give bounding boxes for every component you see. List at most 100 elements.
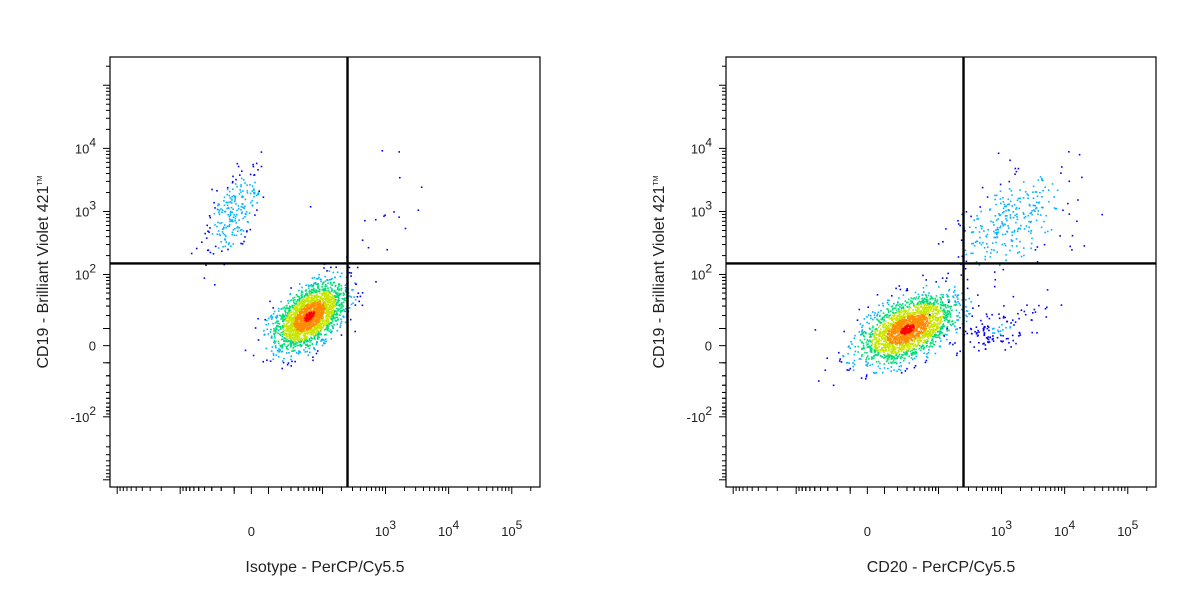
y-tick-label: 0 [89, 339, 96, 354]
event-dot [862, 325, 864, 327]
event-dot [885, 326, 887, 328]
event-dot [330, 316, 332, 318]
event-dot [935, 298, 937, 300]
event-dot [335, 293, 337, 295]
event-dot [878, 326, 880, 328]
event-dot [255, 327, 257, 329]
event-dot [230, 215, 232, 217]
event-dot [946, 294, 948, 296]
event-dot [331, 284, 333, 286]
event-dot [281, 347, 283, 349]
event-dot [341, 303, 343, 305]
event-dot [935, 320, 937, 322]
event-dot [321, 334, 323, 336]
event-dot [213, 253, 215, 255]
event-dot [901, 356, 903, 358]
event-dot [307, 293, 309, 295]
event-dot [871, 358, 873, 360]
event-dot [261, 166, 263, 168]
event-dot [930, 342, 932, 344]
event-dot [256, 195, 258, 197]
event-dot [923, 330, 925, 332]
event-dot [954, 290, 956, 292]
event-dot [345, 284, 347, 286]
event-dot [897, 312, 899, 314]
event-dot [306, 340, 308, 342]
event-dot [337, 330, 339, 332]
event-dot [292, 297, 294, 299]
event-dot [393, 211, 395, 213]
event-dot [940, 307, 942, 309]
event-dot [932, 320, 934, 322]
event-dot [935, 317, 937, 319]
event-dot [970, 328, 972, 330]
x-tick-label: 104 [438, 518, 459, 539]
event-dot [890, 310, 892, 312]
event-dot [196, 248, 198, 250]
event-dot [398, 216, 400, 218]
y-axis-ticks [103, 66, 110, 480]
event-dot [907, 334, 909, 336]
event-dot [299, 315, 301, 317]
event-dot [234, 234, 236, 236]
event-dot [323, 324, 325, 326]
event-dot [289, 306, 291, 308]
event-dot [901, 344, 903, 346]
event-dot [206, 225, 208, 227]
event-dot [223, 233, 225, 235]
event-dot [877, 294, 879, 296]
event-dot [295, 341, 297, 343]
event-dot [924, 323, 926, 325]
event-dot [210, 217, 212, 219]
event-dot [297, 329, 299, 331]
event-dot [902, 354, 904, 356]
event-dot [272, 323, 274, 325]
event-dot [903, 322, 905, 324]
event-dot [290, 287, 292, 289]
event-dot [224, 205, 226, 207]
event-dot [284, 330, 286, 332]
event-dot [888, 315, 890, 317]
event-dot [330, 329, 332, 331]
event-dot [341, 305, 343, 307]
event-dot [908, 299, 910, 301]
event-dot [884, 338, 886, 340]
event-dot [337, 314, 339, 316]
event-dot [943, 323, 945, 325]
event-dot [915, 298, 917, 300]
event-dot [906, 349, 908, 351]
event-dot [266, 320, 268, 322]
event-dot [907, 325, 909, 327]
event-dot [880, 318, 882, 320]
event-dot [872, 327, 874, 329]
event-dot [362, 292, 364, 294]
event-dot [261, 151, 263, 153]
event-dot [957, 301, 959, 303]
event-dot [906, 290, 908, 292]
event-dot [886, 316, 888, 318]
event-dot [330, 279, 332, 281]
event-dot [217, 234, 219, 236]
event-dot [876, 328, 878, 330]
event-dot [324, 334, 326, 336]
event-dot [914, 344, 916, 346]
event-dot [941, 321, 943, 323]
event-dot [309, 339, 311, 341]
event-dot [924, 301, 926, 303]
event-dot [997, 227, 999, 229]
event-dot [881, 343, 883, 345]
event-dot [301, 287, 303, 289]
event-dot [958, 256, 960, 258]
event-dot [295, 321, 297, 323]
event-dot [284, 315, 286, 317]
event-dot [320, 320, 322, 322]
event-dot [324, 303, 326, 305]
event-dot [301, 309, 303, 311]
event-dot [234, 199, 236, 201]
event-dot [952, 320, 954, 322]
event-dot [294, 337, 296, 339]
event-dot [918, 304, 920, 306]
event-dot [341, 307, 343, 309]
event-dot [242, 190, 244, 192]
event-dot [939, 338, 941, 340]
